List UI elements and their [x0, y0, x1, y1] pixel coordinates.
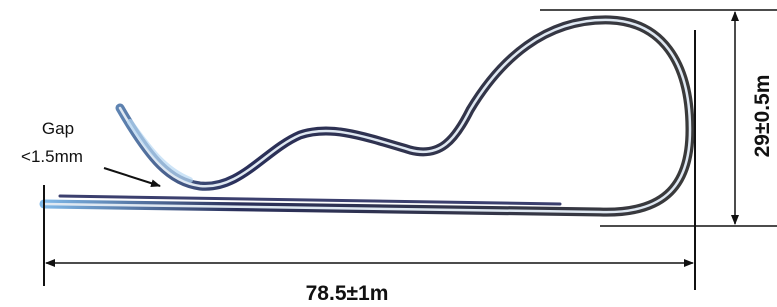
diagram: Gap <1.5mm 78.5±1m 29±0.5m [0, 0, 777, 307]
page: Gap <1.5mm 78.5±1m 29±0.5m (() => { cons… [0, 0, 777, 307]
gap-label: Gap [42, 119, 74, 138]
height-label: 29±0.5m [751, 75, 774, 158]
length-label: 78.5±1m [306, 282, 389, 305]
gap-value: <1.5mm [21, 147, 83, 166]
